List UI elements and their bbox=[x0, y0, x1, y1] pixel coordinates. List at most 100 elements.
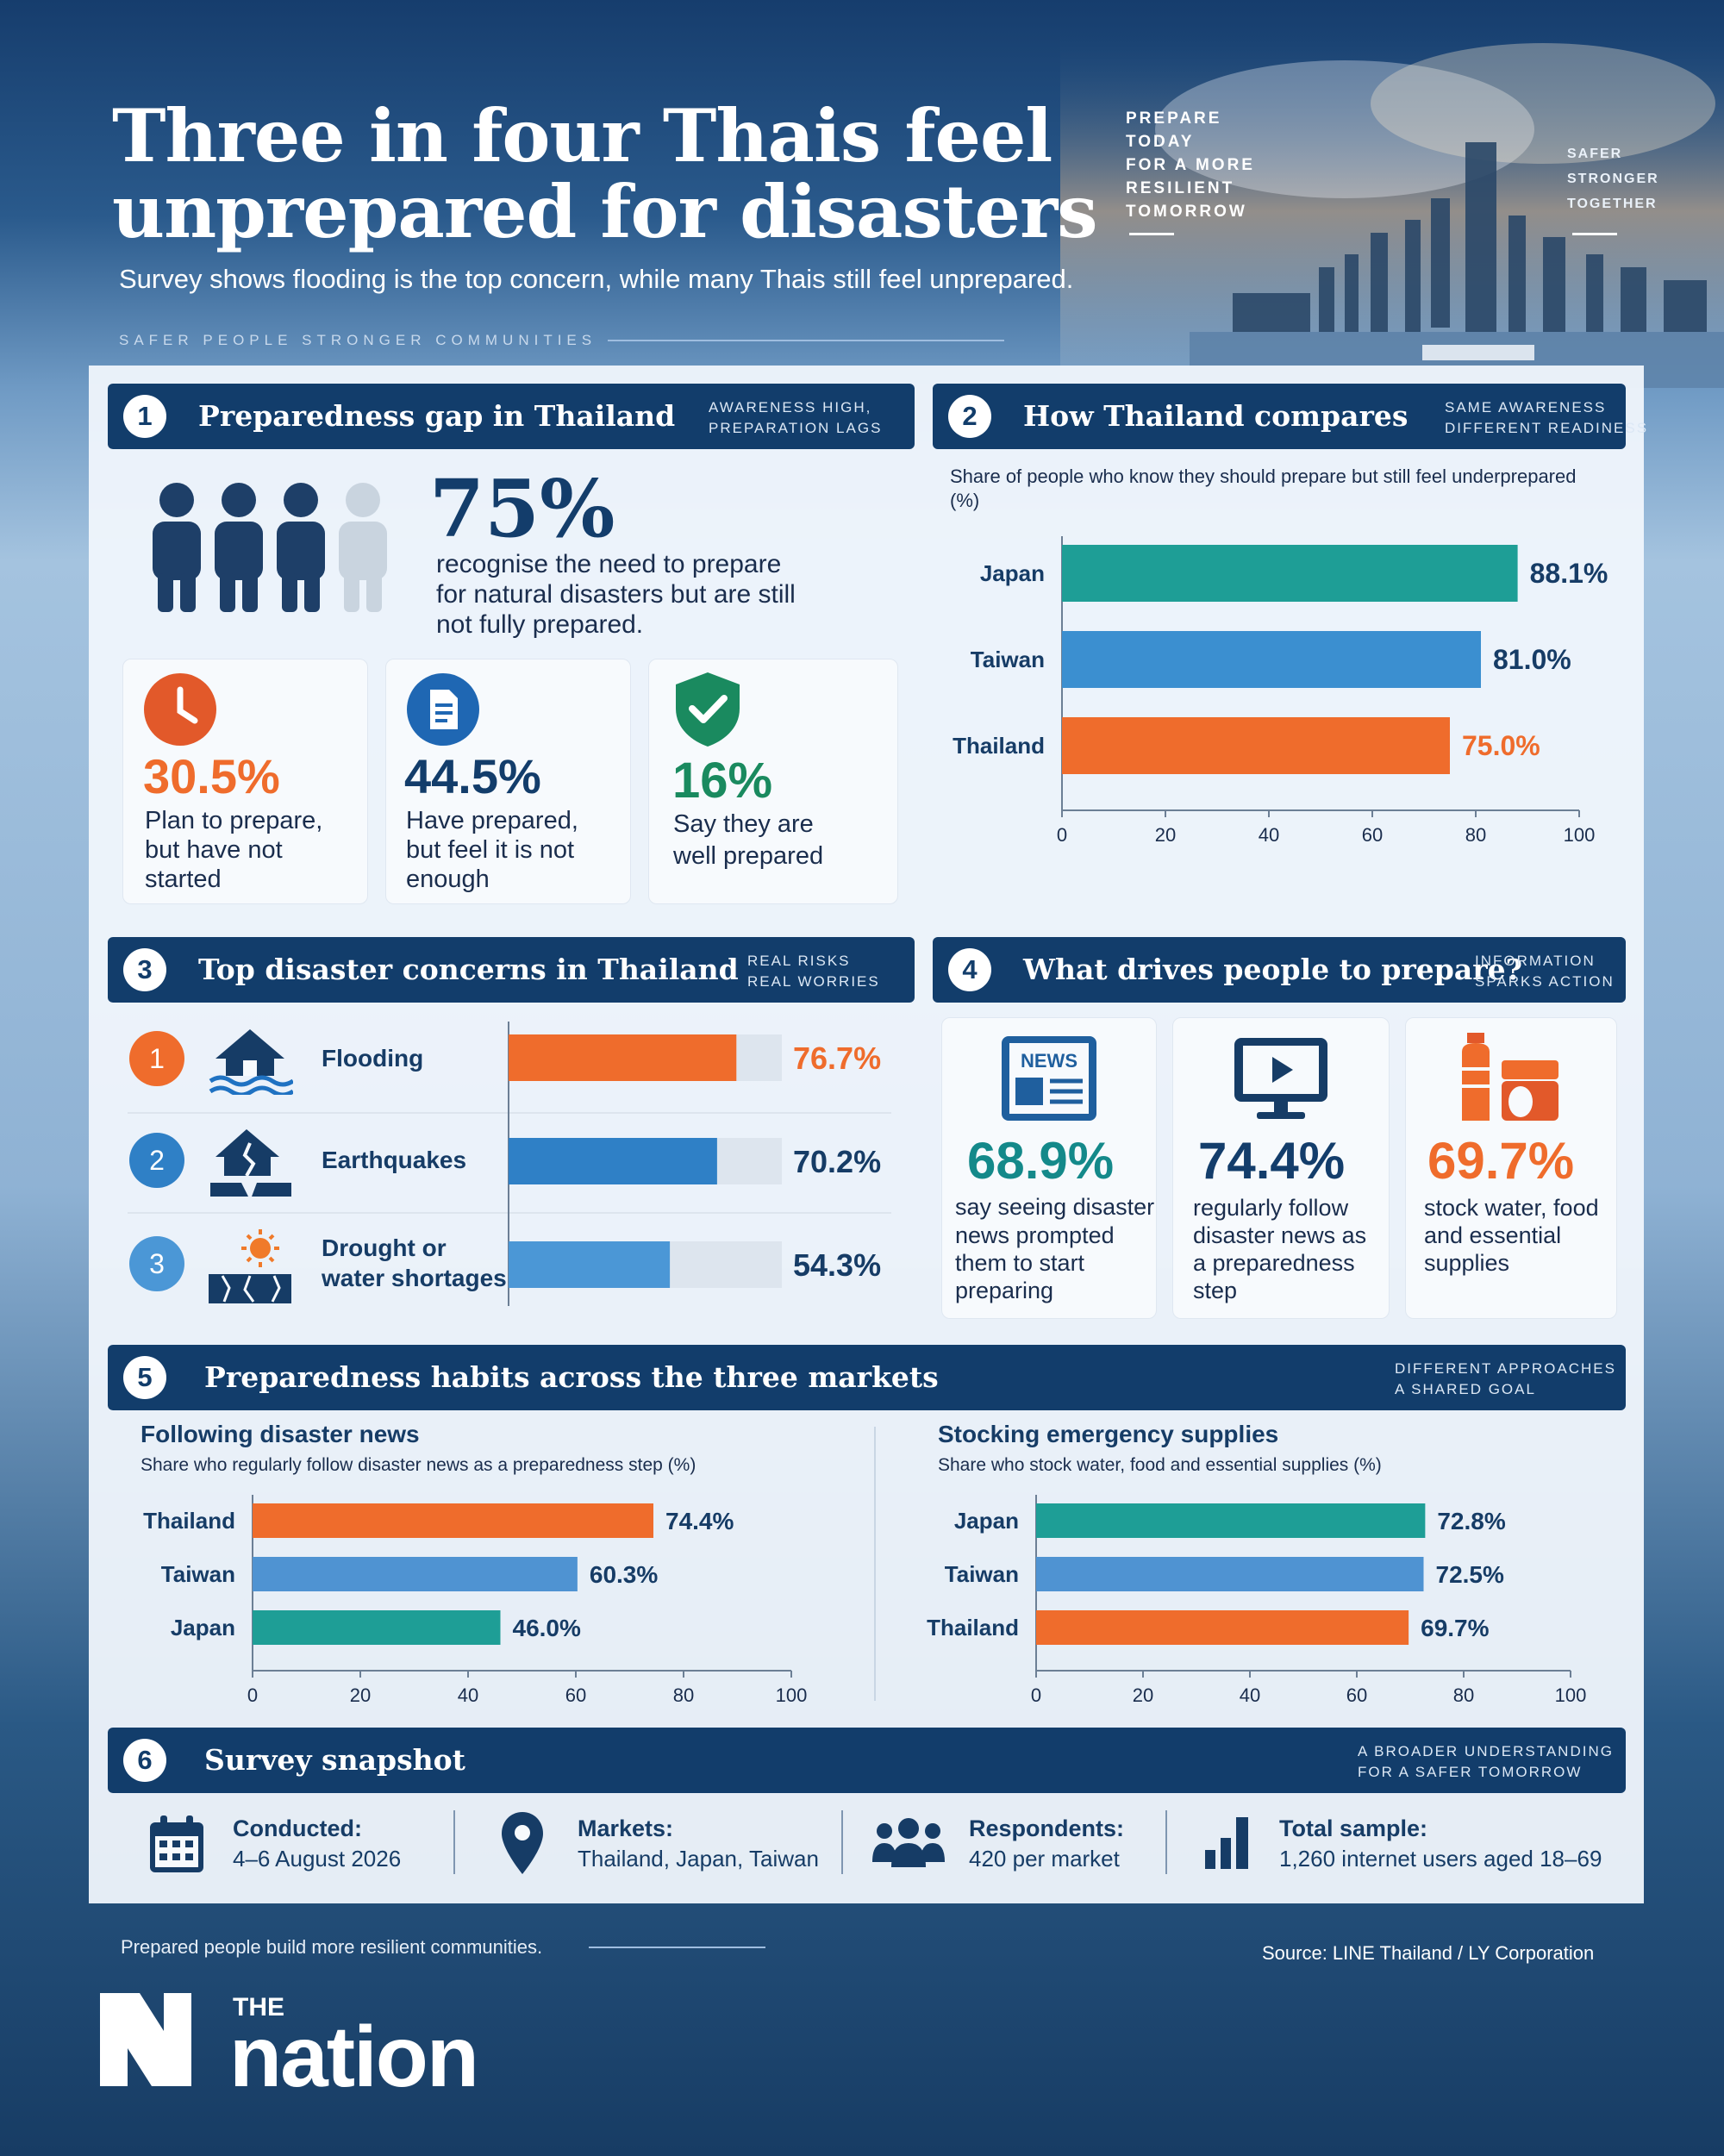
bar bbox=[509, 1241, 671, 1288]
the-nation-logo: THE nation bbox=[100, 1993, 479, 2095]
value-label: 72.8% bbox=[1437, 1508, 1505, 1534]
category-label: Taiwan bbox=[945, 1561, 1019, 1587]
x-tick-label: 40 bbox=[458, 1684, 478, 1706]
concern-label: Flooding bbox=[322, 1045, 424, 1072]
section-number: 6 bbox=[123, 1739, 166, 1782]
value-label: 54.3% bbox=[793, 1247, 881, 1283]
headline-stat-text-2: for natural disasters but are still bbox=[436, 580, 796, 609]
chart-divider bbox=[874, 1427, 876, 1701]
x-tick-label: 20 bbox=[1133, 1684, 1153, 1706]
driver-label-news-2: news prompted bbox=[955, 1222, 1115, 1248]
category-label: Taiwan bbox=[161, 1561, 235, 1587]
stat-value-prepared: 44.5% bbox=[404, 749, 541, 803]
category-label: Japan bbox=[171, 1615, 235, 1640]
x-tick-label: 80 bbox=[673, 1684, 694, 1706]
category-label: Japan bbox=[954, 1508, 1019, 1534]
rank-badge: 1 bbox=[129, 1031, 184, 1086]
value-label: 70.2% bbox=[793, 1144, 881, 1179]
tagline-divider bbox=[608, 340, 1004, 341]
driver-label-news-3: them to start bbox=[955, 1250, 1085, 1276]
page-subtitle: Survey shows flooding is the top concern… bbox=[119, 264, 1074, 294]
people-icon bbox=[872, 1818, 945, 1867]
news-icon-text: NEWS bbox=[1021, 1050, 1078, 1072]
bar bbox=[1036, 1610, 1409, 1645]
location-pin-icon bbox=[502, 1812, 543, 1874]
stat-label-plan-3: started bbox=[145, 866, 222, 893]
footer-divider bbox=[589, 1947, 765, 1948]
chart-caption-2: (%) bbox=[950, 490, 980, 511]
driver-label-follow-3: a preparedness bbox=[1193, 1250, 1355, 1276]
stat-label-well-prepared-1: Say they are bbox=[673, 810, 814, 838]
drought-sun-icon bbox=[209, 1229, 291, 1303]
x-tick-label: 0 bbox=[247, 1684, 258, 1706]
snapshot-divider bbox=[1165, 1810, 1167, 1874]
stat-label-plan-2: but have not bbox=[145, 836, 283, 864]
headline-stat-text-1: recognise the need to prepare bbox=[436, 550, 782, 578]
news-following-bar-chart: 0 20 40 60 80 100 Thailand 74.4% Taiwan 60.3% Japa… bbox=[143, 1495, 808, 1706]
section-number: 2 bbox=[948, 395, 991, 438]
page-title-line-2: unprepared for disasters bbox=[112, 169, 1098, 254]
driver-label-follow-1: regularly follow bbox=[1193, 1195, 1349, 1221]
value-label: 46.0% bbox=[513, 1615, 581, 1641]
section-number: 4 bbox=[948, 948, 991, 991]
driver-value-news: 68.9% bbox=[967, 1132, 1115, 1190]
category-label: Thailand bbox=[953, 733, 1045, 759]
clock-icon bbox=[144, 673, 216, 746]
snapshot-divider bbox=[841, 1810, 843, 1874]
x-tick-label: 100 bbox=[1555, 1684, 1587, 1706]
section-note: A BROADER UNDERSTANDING FOR A SAFER TOMO… bbox=[1358, 1743, 1614, 1780]
value-label: 75.0% bbox=[1462, 730, 1540, 761]
stat-label-prepared-1: Have prepared, bbox=[406, 807, 578, 834]
bar bbox=[253, 1557, 578, 1591]
x-tick-label: 100 bbox=[776, 1684, 808, 1706]
sky-slogan-safer: SAFER STRONGER TOGETHER bbox=[1567, 147, 1659, 211]
value-label: 76.7% bbox=[793, 1041, 881, 1076]
x-tick-label: 40 bbox=[1240, 1684, 1260, 1706]
section-note: SAME AWARENESS DIFFERENT READINESS bbox=[1445, 399, 1649, 436]
section-6-header: 6 Survey snapshot A BROADER UNDERSTANDIN… bbox=[108, 1728, 1626, 1793]
value-label: 60.3% bbox=[590, 1561, 658, 1588]
section-number: 5 bbox=[123, 1356, 166, 1399]
headline-stat-text-3: not fully prepared. bbox=[436, 610, 644, 639]
comparison-bar-chart: 0 20 40 60 80 100 Japan 88.1% Taiwan 81.0% Thailan… bbox=[953, 536, 1608, 846]
x-tick-label: 80 bbox=[1453, 1684, 1474, 1706]
section-note: AWARENESS HIGH, PREPARATION LAGS bbox=[709, 399, 883, 436]
value-label: 81.0% bbox=[1493, 644, 1571, 675]
snapshot-value: 420 per market bbox=[969, 1846, 1120, 1872]
section-4-header: 4 What drives people to prepare? INFORMA… bbox=[933, 937, 1626, 1003]
tv-play-icon bbox=[1234, 1038, 1327, 1119]
newspaper-icon: NEWS bbox=[1002, 1036, 1096, 1121]
concern-label: Earthquakes bbox=[322, 1147, 467, 1173]
stat-value-well-prepared: 16% bbox=[672, 753, 773, 809]
driver-label-follow-2: disaster news as bbox=[1193, 1222, 1367, 1248]
supplies-stocking-bar-chart: 0 20 40 60 80 100 Japan 72.8% Taiwan 72.5% Thailan… bbox=[927, 1495, 1587, 1706]
value-label: 74.4% bbox=[665, 1508, 734, 1534]
snapshot-value: Thailand, Japan, Taiwan bbox=[578, 1846, 819, 1872]
rank-badge: 3 bbox=[129, 1236, 184, 1291]
driver-label-news-4: preparing bbox=[955, 1278, 1054, 1303]
check-shield-icon bbox=[676, 672, 740, 747]
category-label: Japan bbox=[980, 560, 1045, 586]
left-chart-caption: Share who regularly follow disaster news… bbox=[141, 1455, 696, 1475]
stat-label-well-prepared-2: well prepared bbox=[673, 842, 824, 870]
bar-chart-icon bbox=[1205, 1817, 1248, 1869]
driver-label-news-1: say seeing disaster bbox=[955, 1194, 1155, 1220]
page-title-line-1: Three in four Thais feel bbox=[112, 93, 1053, 178]
flood-house-icon bbox=[209, 1029, 293, 1095]
value-label: 88.1% bbox=[1530, 558, 1608, 589]
value-label: 69.7% bbox=[1421, 1615, 1489, 1641]
x-tick-label: 40 bbox=[1259, 824, 1279, 846]
right-chart-title: Stocking emergency supplies bbox=[938, 1421, 1279, 1447]
city-skyline-illustration bbox=[1060, 34, 1724, 388]
section-title: Survey snapshot bbox=[204, 1743, 465, 1777]
concern-label: Drought or bbox=[322, 1234, 447, 1261]
chart-caption-1: Share of people who know they should pre… bbox=[950, 466, 1577, 487]
bar bbox=[1062, 545, 1518, 602]
logo-the: THE bbox=[233, 1993, 284, 2022]
snapshot-label: Respondents: bbox=[969, 1815, 1125, 1841]
driver-label-stock-3: supplies bbox=[1424, 1250, 1510, 1276]
rank-badge: 2 bbox=[129, 1133, 184, 1188]
sky-slogan-divider bbox=[1572, 233, 1617, 235]
x-tick-label: 80 bbox=[1465, 824, 1486, 846]
section-title: Preparedness habits across the three mar… bbox=[204, 1360, 939, 1394]
